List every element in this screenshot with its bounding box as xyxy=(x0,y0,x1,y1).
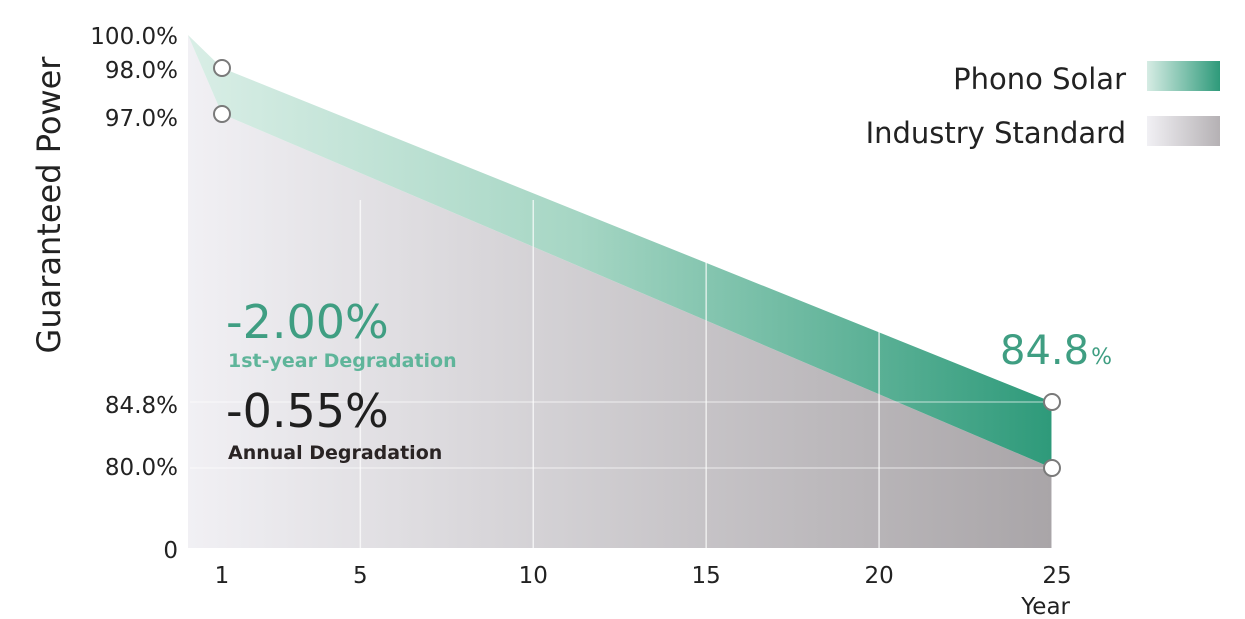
first-year-degradation-label: 1st-year Degradation xyxy=(228,350,457,372)
x-tick-15: 15 xyxy=(692,563,721,589)
y-tick-84-8: 84.8% xyxy=(105,393,178,419)
x-tick-20: 20 xyxy=(864,563,893,589)
marker-phono-solar-year-25 xyxy=(1043,393,1061,411)
y-tick-0: 0 xyxy=(163,538,178,564)
x-tick-1: 1 xyxy=(215,563,230,589)
industry-standard-area xyxy=(188,35,1052,548)
annual-degradation-label: Annual Degradation xyxy=(228,442,442,464)
marker-industry-standard-year-1 xyxy=(213,105,231,123)
y-tick-100: 100.0% xyxy=(90,24,178,50)
y-axis-label: Guaranteed Power xyxy=(30,56,68,354)
phono-solar-band xyxy=(188,35,1052,468)
legend: Phono Solar Industry Standard xyxy=(866,61,1220,150)
legend-label-phono-solar: Phono Solar xyxy=(953,62,1126,96)
marker-phono-solar-year-1 xyxy=(213,59,231,77)
data-point-markers xyxy=(213,59,1061,477)
x-tick-25: 25 xyxy=(1042,563,1071,589)
y-tick-80: 80.0% xyxy=(105,455,178,481)
y-tick-98: 98.0% xyxy=(105,58,178,84)
x-tick-5: 5 xyxy=(353,563,368,589)
x-tick-labels: 1 5 10 15 20 25 xyxy=(215,563,1072,589)
legend-swatch-industry-standard xyxy=(1147,116,1220,146)
legend-label-industry-standard: Industry Standard xyxy=(866,116,1126,150)
annual-degradation-value: -0.55% xyxy=(226,384,389,438)
x-tick-10: 10 xyxy=(519,563,548,589)
y-tick-97: 97.0% xyxy=(105,106,178,132)
end-value-label: 84.8% xyxy=(1000,328,1112,374)
x-axis-label: Year xyxy=(1020,594,1070,619)
first-year-degradation-value: -2.00% xyxy=(226,295,389,349)
grid-lines xyxy=(190,200,1053,548)
legend-swatch-phono-solar xyxy=(1147,61,1220,91)
marker-industry-standard-year-25 xyxy=(1043,459,1061,477)
